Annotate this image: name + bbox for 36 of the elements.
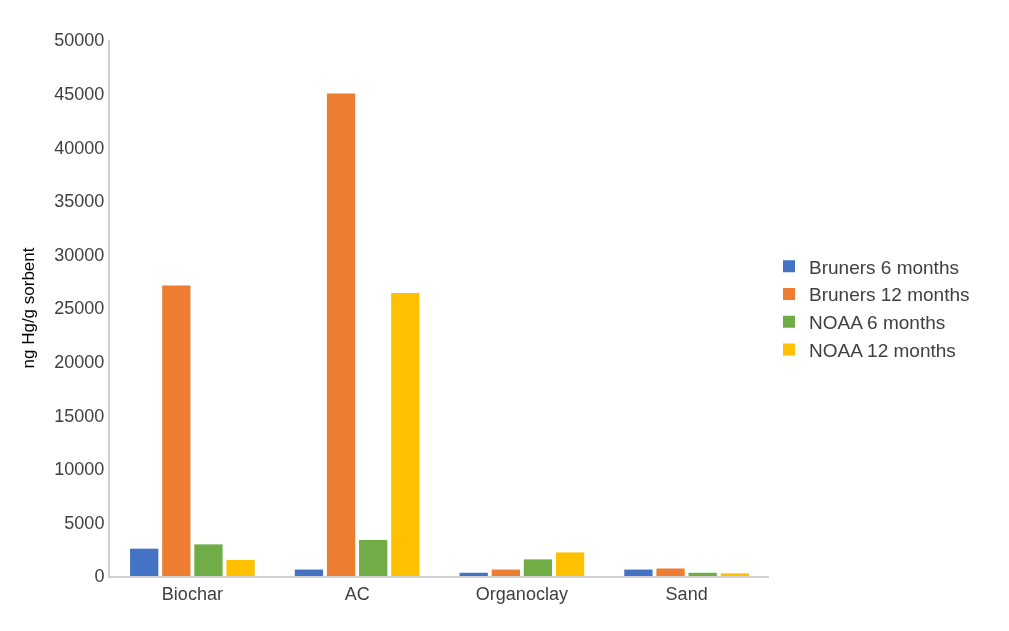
y-tick-label: 5000 <box>64 512 105 533</box>
bar <box>359 540 388 576</box>
y-tick-label: 25000 <box>54 298 105 319</box>
bar <box>656 568 685 576</box>
bar <box>491 569 520 576</box>
bar <box>459 572 488 576</box>
y-tick-label: 40000 <box>54 137 105 158</box>
bar <box>720 573 749 576</box>
bar <box>688 572 717 576</box>
bar <box>391 292 420 576</box>
bar <box>326 93 356 576</box>
y-tick-label: 50000 <box>54 30 105 51</box>
y-tick-label: 45000 <box>54 83 105 104</box>
y-tick-label: 10000 <box>54 459 105 480</box>
bar <box>194 544 223 576</box>
legend-label: NOAA 6 months <box>809 312 946 334</box>
bar <box>523 559 553 576</box>
y-tick-label: 20000 <box>54 351 105 372</box>
y-tick-label: 15000 <box>54 405 105 426</box>
legend-label: NOAA 12 months <box>809 339 956 361</box>
x-tick-label: Sand <box>665 583 708 604</box>
bar <box>294 569 324 576</box>
bar <box>162 285 191 576</box>
y-tick-label: 0 <box>94 566 105 587</box>
legend-label: Bruners 12 months <box>809 284 970 306</box>
x-tick-label: AC <box>344 583 370 604</box>
y-axis-title: ng Hg/g sorbent <box>19 247 39 369</box>
bar <box>226 559 255 576</box>
bar <box>555 552 585 576</box>
bar <box>624 569 653 576</box>
x-tick-label: Biochar <box>161 583 223 604</box>
legend-label: Bruners 6 months <box>809 256 959 278</box>
bar <box>130 548 159 576</box>
y-tick-label: 30000 <box>54 244 105 265</box>
y-tick-label: 35000 <box>54 191 105 212</box>
x-tick-label: Organoclay <box>475 583 568 604</box>
